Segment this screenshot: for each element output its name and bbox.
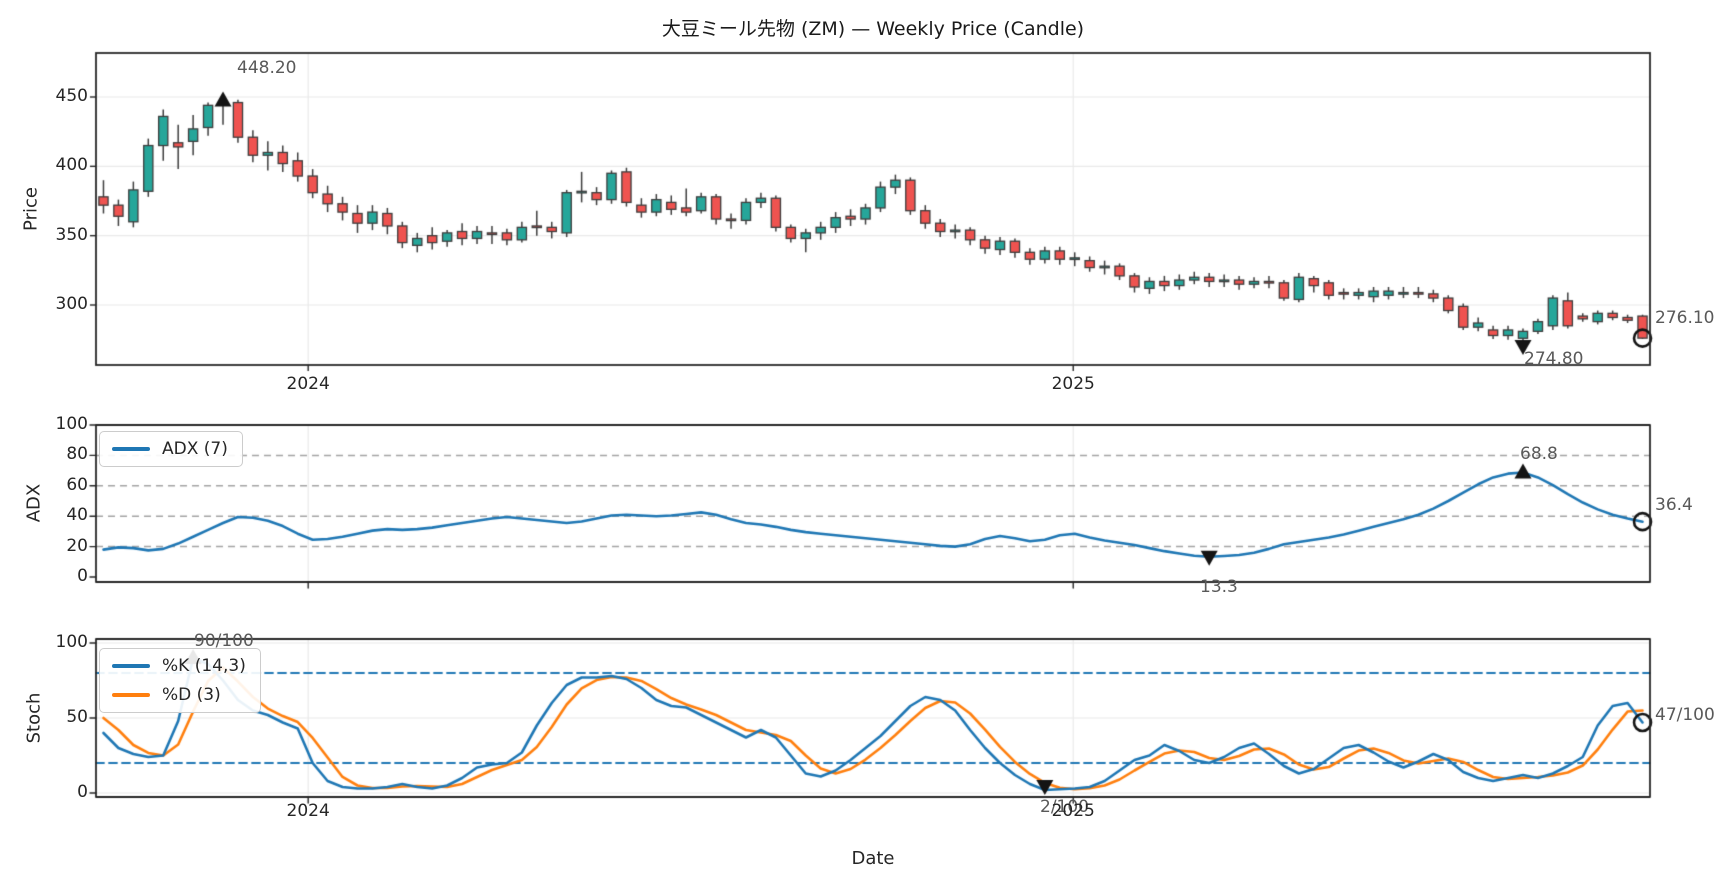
stoch-high-annotation: 90/100 — [194, 631, 254, 651]
stoch-y-tick-label: 0 — [77, 782, 88, 802]
stoch-k-line-swatch — [112, 664, 150, 668]
price-y-tick-label: 400 — [55, 155, 88, 176]
stoch-d-legend-label: %D (3) — [162, 685, 221, 705]
price-x-tick-label: 2025 — [1051, 374, 1095, 394]
stoch-x-tick-label: 2025 — [1051, 801, 1095, 821]
adx-y-tick-label: 20 — [66, 535, 88, 556]
price-low-annotation: 274.80 — [1524, 349, 1584, 369]
adx-y-tick-label: 40 — [66, 505, 88, 526]
stoch-y-tick-label: 100 — [55, 632, 88, 652]
adx-y-tick-label: 60 — [66, 474, 88, 495]
price-y-tick-label: 300 — [55, 294, 88, 314]
chart-title: 大豆ミール先物 (ZM) — Weekly Price (Candle) — [661, 18, 1085, 40]
stoch-k-legend-entry: %K (14,3) — [112, 656, 246, 676]
stoch-low-annotation: 2/100 — [1040, 797, 1089, 817]
adx-peak-annotation: 68.8 — [1520, 444, 1558, 464]
stoch-x-tick-label: 2024 — [286, 801, 330, 821]
stoch-last-annotation: 47/100 — [1655, 705, 1715, 725]
price-last-annotation: 276.10 — [1655, 308, 1715, 328]
stoch-legend: %K (14,3) %D (3) — [99, 648, 261, 713]
stoch-k-legend-label: %K (14,3) — [162, 656, 246, 676]
price-y-tick-label: 450 — [55, 86, 88, 106]
adx-y-tick-label: 0 — [77, 566, 88, 586]
adx-trough-annotation: 13.3 — [1200, 577, 1238, 597]
stoch-y-tick-label: 50 — [66, 707, 88, 727]
adx-legend-label: ADX (7) — [162, 439, 228, 459]
adx-last-annotation: 36.4 — [1655, 495, 1693, 515]
adx-line-swatch — [112, 447, 150, 451]
stoch-d-line-swatch — [112, 693, 150, 697]
adx-legend-entry: ADX (7) — [112, 439, 228, 459]
stoch-d-legend-entry: %D (3) — [112, 685, 246, 705]
date-axis-label: Date — [851, 848, 895, 869]
adx-y-tick-label: 80 — [66, 444, 88, 465]
price-x-tick-label: 2024 — [286, 374, 330, 394]
adx-y-tick-label: 100 — [55, 414, 88, 434]
price-y-tick-label: 350 — [55, 224, 88, 245]
price-high-annotation: 448.20 — [237, 58, 297, 78]
adx-legend: ADX (7) — [99, 431, 243, 467]
